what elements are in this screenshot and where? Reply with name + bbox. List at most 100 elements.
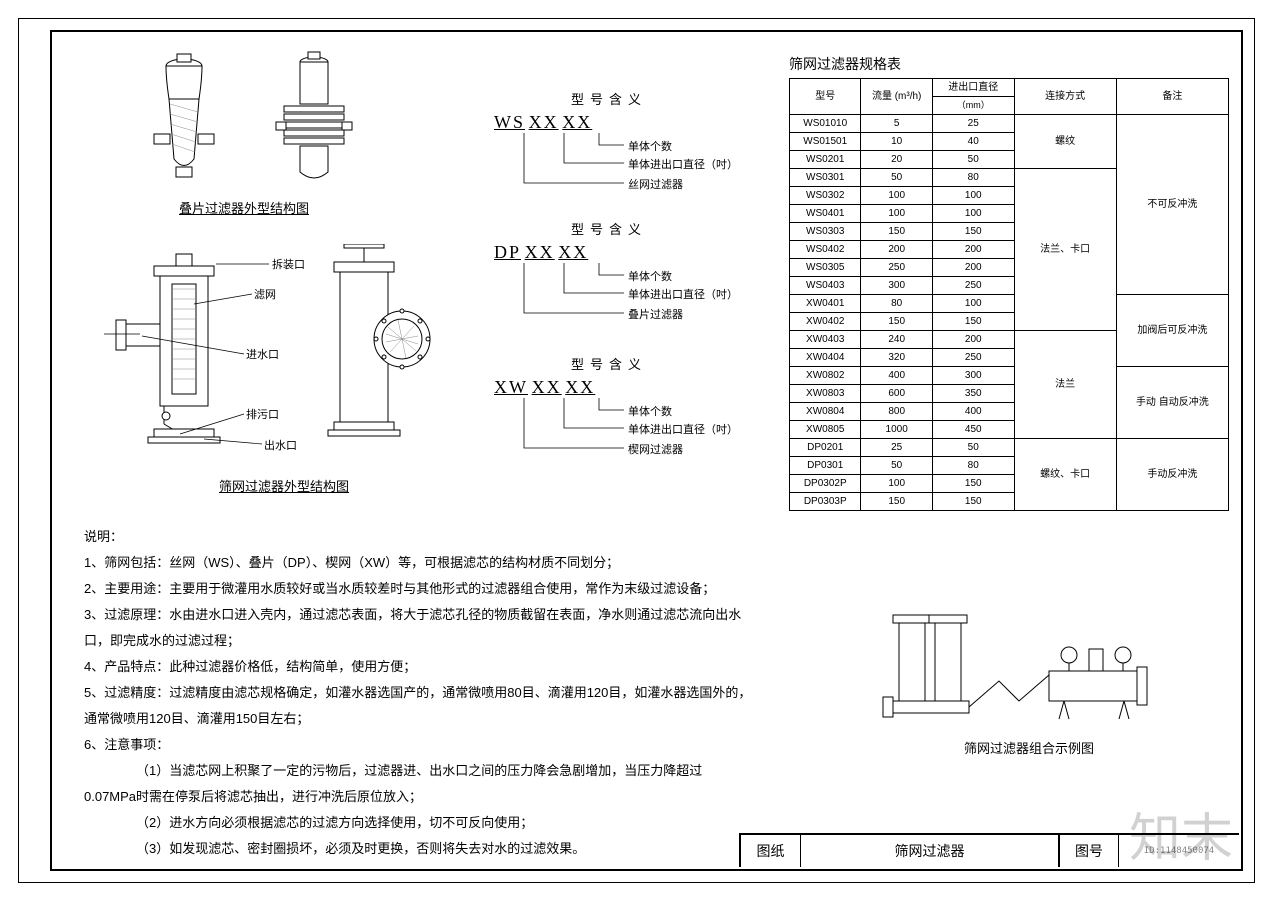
- drawing-content: 叠片过滤器外型结构图: [54, 34, 1239, 867]
- cell-model: XW0803: [790, 385, 861, 403]
- legend-ws-mid: XX: [529, 112, 559, 132]
- cell-note: 加阀后可反冲洗: [1116, 295, 1228, 367]
- combo-example: 筛网过滤器组合示例图: [879, 601, 1179, 757]
- explain-p4: 4、产品特点：此种过滤器价格低，结构简单，使用方便；: [84, 654, 754, 680]
- legend-dp-prefix: DP: [494, 242, 521, 262]
- titleblock-id: ID:1148450074: [1119, 835, 1239, 867]
- cell-model: DP0301: [790, 457, 861, 475]
- explanation-block: 说明： 1、筛网包括：丝网（WS）、叠片（DP）、楔网（XW）等，可根据滤芯的结…: [84, 524, 754, 862]
- th-port-unit: （mm）: [932, 97, 1014, 115]
- cell-flow: 300: [861, 277, 932, 295]
- table-row: DP02012550螺纹、卡口手动反冲洗: [790, 439, 1229, 457]
- explain-p6b: （2）进水方向必须根据滤芯的过滤方向选择使用，切不可反向使用；: [84, 810, 754, 836]
- cell-flow: 5: [861, 115, 932, 133]
- legend-ws-l2: 单体进出口直径（吋）: [628, 156, 738, 172]
- cell-model: WS0305: [790, 259, 861, 277]
- legend-xw-title: 型号含义: [494, 354, 724, 373]
- cell-flow: 1000: [861, 421, 932, 439]
- legend-ws: 型号含义 WS XX XX 单体个数 单体进出口直径（吋） 丝网过滤器: [494, 89, 724, 203]
- legend-xw-l3: 楔网过滤器: [628, 441, 683, 457]
- cell-flow: 250: [861, 259, 932, 277]
- cell-port: 100: [932, 187, 1014, 205]
- cell-port: 80: [932, 457, 1014, 475]
- th-note: 备注: [1116, 79, 1228, 115]
- legend-ws-prefix: WS: [494, 112, 525, 132]
- cell-flow: 240: [861, 331, 932, 349]
- cell-port: 40: [932, 133, 1014, 151]
- cell-flow: 50: [861, 169, 932, 187]
- cell-note: 手动反冲洗: [1116, 439, 1228, 511]
- cell-model: XW0401: [790, 295, 861, 313]
- cell-port: 150: [932, 223, 1014, 241]
- cell-flow: 200: [861, 241, 932, 259]
- legend-dp-title: 型号含义: [494, 219, 724, 238]
- cell-flow: 80: [861, 295, 932, 313]
- th-conn: 连接方式: [1014, 79, 1116, 115]
- th-model: 型号: [790, 79, 861, 115]
- cell-model: XW0802: [790, 367, 861, 385]
- explain-p5: 5、过滤精度：过滤精度由滤芯规格确定，如灌水器选国产的，通常微喷用80目、滴灌用…: [84, 680, 754, 732]
- diagram-disc-filter: 叠片过滤器外型结构图: [114, 44, 374, 217]
- combo-example-caption: 筛网过滤器组合示例图: [879, 738, 1179, 757]
- cell-model: XW0805: [790, 421, 861, 439]
- title-block: 图纸 筛网过滤器 图号 ID:1148450074: [739, 833, 1239, 867]
- cell-model: WS0303: [790, 223, 861, 241]
- cell-model: XW0402: [790, 313, 861, 331]
- label-drain: 排污口: [246, 406, 279, 422]
- explain-p6a: （1）当滤芯网上积聚了一定的污物后，过滤器进、出水口之间的压力降会急剧增加，当压…: [84, 758, 754, 810]
- cell-flow: 150: [861, 223, 932, 241]
- cell-conn: 螺纹: [1014, 115, 1116, 169]
- cell-model: WS01010: [790, 115, 861, 133]
- explain-heading: 说明：: [84, 524, 754, 550]
- legend-xw-prefix: XW: [494, 377, 528, 397]
- cell-model: WS0301: [790, 169, 861, 187]
- cell-flow: 600: [861, 385, 932, 403]
- cell-model: DP0201: [790, 439, 861, 457]
- cell-model: WS0403: [790, 277, 861, 295]
- cell-port: 300: [932, 367, 1014, 385]
- cell-model: DP0303P: [790, 493, 861, 511]
- disc-filter-caption: 叠片过滤器外型结构图: [114, 198, 374, 217]
- legend-ws-l1: 单体个数: [628, 138, 672, 154]
- screen-filter-caption: 筛网过滤器外型结构图: [94, 476, 474, 495]
- titleblock-right-label: 图号: [1059, 835, 1119, 867]
- cell-model: XW0404: [790, 349, 861, 367]
- legend-ws-l3: 丝网过滤器: [628, 176, 683, 192]
- cell-port: 150: [932, 493, 1014, 511]
- cell-model: WS0401: [790, 205, 861, 223]
- legend-ws-title: 型号含义: [494, 89, 724, 108]
- explain-p1: 1、筛网包括：丝网（WS）、叠片（DP）、楔网（XW）等，可根据滤芯的结构材质不…: [84, 550, 754, 576]
- cell-port: 50: [932, 151, 1014, 169]
- cell-port: 200: [932, 331, 1014, 349]
- cell-port: 250: [932, 349, 1014, 367]
- explain-p6c: （3）如发现滤芯、密封圈损坏，必须及时更换，否则将失去对水的过滤效果。: [84, 836, 754, 862]
- cell-note: 不可反冲洗: [1116, 115, 1228, 295]
- cell-port: 25: [932, 115, 1014, 133]
- legend-ws-suf: XX: [562, 112, 592, 132]
- th-port: 进出口直径: [932, 79, 1014, 97]
- cell-flow: 20: [861, 151, 932, 169]
- cell-conn: 螺纹、卡口: [1014, 439, 1116, 511]
- cell-flow: 150: [861, 313, 932, 331]
- label-screen: 滤网: [254, 286, 276, 302]
- cell-model: DP0302P: [790, 475, 861, 493]
- cell-flow: 800: [861, 403, 932, 421]
- cell-flow: 50: [861, 457, 932, 475]
- cell-flow: 10: [861, 133, 932, 151]
- cell-port: 100: [932, 295, 1014, 313]
- cell-flow: 400: [861, 367, 932, 385]
- cell-conn: 法兰、卡口: [1014, 169, 1116, 331]
- legend-dp-l3: 叠片过滤器: [628, 306, 683, 322]
- cell-port: 200: [932, 259, 1014, 277]
- cell-model: WS0402: [790, 241, 861, 259]
- cell-port: 250: [932, 277, 1014, 295]
- explain-p6: 6、注意事项：: [84, 732, 754, 758]
- cell-port: 150: [932, 313, 1014, 331]
- label-inlet: 进水口: [246, 346, 279, 362]
- cell-flow: 100: [861, 475, 932, 493]
- cell-model: XW0403: [790, 331, 861, 349]
- cell-port: 80: [932, 169, 1014, 187]
- legend-xw: 型号含义 XW XX XX 单体个数 单体进出口直径（吋） 楔网过滤器: [494, 354, 724, 468]
- explain-p3: 3、过滤原理：水由进水口进入壳内，通过滤芯表面，将大于滤芯孔径的物质截留在表面，…: [84, 602, 754, 654]
- legend-dp-mid: XX: [525, 242, 555, 262]
